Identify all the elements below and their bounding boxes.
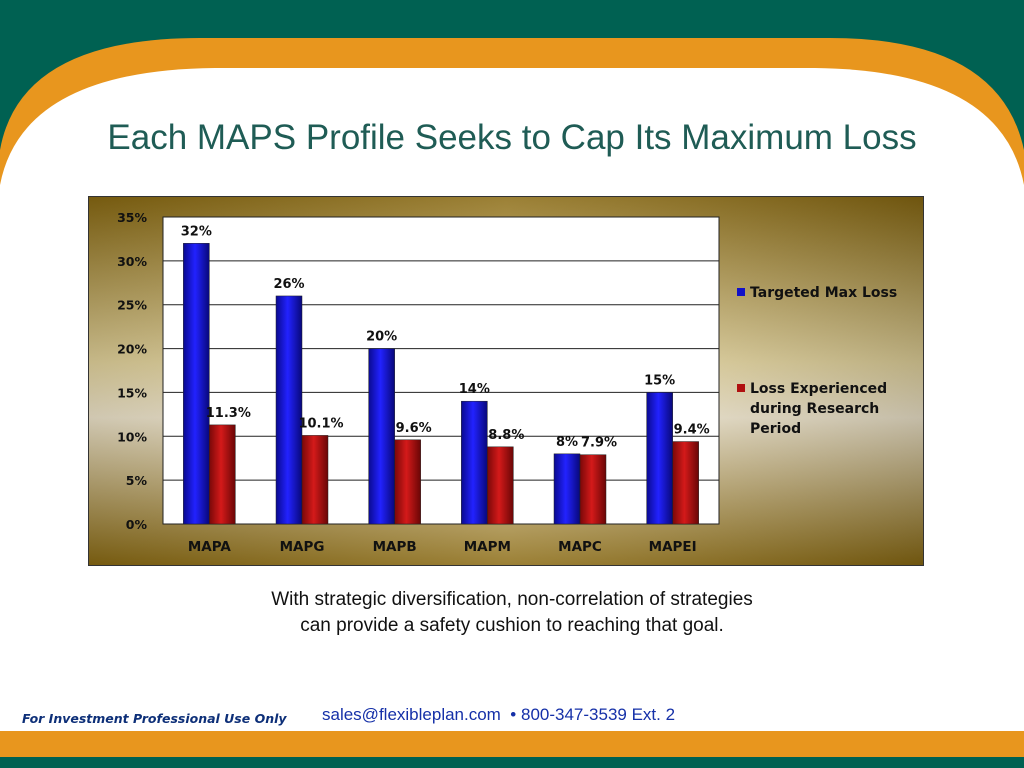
y-tick-label: 30% <box>117 254 147 269</box>
bar-targeted-max-loss <box>646 392 673 525</box>
x-tick-labels: MAPA MAPG MAPB MAPM MAPC MAPEI <box>188 539 697 555</box>
footer-email[interactable]: sales@flexibleplan.com <box>322 705 501 724</box>
legend-label: Period <box>750 421 801 437</box>
data-label: 32% <box>181 224 212 239</box>
bottom-orange-band <box>0 731 1024 757</box>
bar-targeted-max-loss <box>275 295 303 525</box>
y-tick-label: 0% <box>126 517 148 532</box>
x-tick-label: MAPC <box>558 539 602 555</box>
legend-swatch <box>737 288 745 296</box>
data-label: 8.8% <box>488 428 524 443</box>
data-label: 8% <box>556 435 578 450</box>
bar-loss-experienced <box>487 446 514 525</box>
y-tick-label: 15% <box>117 385 147 400</box>
y-tick-label: 35% <box>117 210 147 225</box>
bottom-teal-band <box>0 757 1024 768</box>
caption-line-2: can provide a safety cushion to reaching… <box>300 615 724 636</box>
bar-loss-experienced <box>672 441 699 525</box>
page-title: Each MAPS Profile Seeks to Cap Its Maxim… <box>107 118 917 157</box>
legend: Targeted Max Loss Loss Experienced during … <box>737 285 897 437</box>
bar-loss-experienced <box>394 439 421 525</box>
data-label: 9.4% <box>674 423 710 438</box>
legend-label: Loss Experienced <box>750 381 887 397</box>
footer-contact: sales@flexibleplan.com • 800-347-3539 Ex… <box>322 705 675 725</box>
caption: With strategic diversification, non-corr… <box>0 587 1024 639</box>
data-label: 9.6% <box>396 421 432 436</box>
x-tick-label: MAPEI <box>649 539 697 555</box>
bar-targeted-max-loss <box>553 453 581 525</box>
bar-loss-experienced <box>579 454 607 525</box>
data-label: 15% <box>644 373 675 388</box>
y-tick-label: 20% <box>117 342 147 357</box>
x-tick-label: MAPM <box>464 539 511 555</box>
chart-frame: 32% 11.3% 26% 10.1% 20% 9.6% 14% 8.8% 8% 7.9% 15% 9… <box>88 196 924 566</box>
legend-swatch <box>737 384 745 392</box>
y-tick-labels: 0% 5% 10% 15% 20% 25% 30% 35% <box>117 210 147 532</box>
legend-label: Targeted Max Loss <box>750 285 897 301</box>
data-label: 10.1% <box>298 416 343 431</box>
x-tick-label: MAPA <box>188 539 232 555</box>
footer-phone: 800-347-3539 Ext. 2 <box>520 705 676 724</box>
footer-separator: • <box>510 705 517 724</box>
data-label: 7.9% <box>581 436 617 451</box>
legend-label: during Research <box>750 401 879 417</box>
x-tick-label: MAPB <box>373 539 417 555</box>
data-labels: 32% 11.3% 26% 10.1% 20% 9.6% 14% 8.8% 8% 7.9% 15% 9… <box>181 224 710 450</box>
footer-disclaimer: For Investment Professional Use Only <box>22 711 287 726</box>
x-tick-label: MAPG <box>280 539 325 555</box>
data-label: 11.3% <box>206 406 251 421</box>
y-tick-label: 5% <box>126 473 148 488</box>
bar-targeted-max-loss <box>461 400 488 525</box>
gridlines <box>163 260 719 481</box>
y-tick-label: 25% <box>117 298 147 313</box>
bar-loss-experienced <box>301 435 329 525</box>
y-tick-label: 10% <box>117 429 147 444</box>
bar-targeted-max-loss <box>183 243 210 525</box>
caption-line-1: With strategic diversification, non-corr… <box>271 589 753 610</box>
bar-loss-experienced <box>209 424 236 525</box>
bar-targeted-max-loss <box>368 348 395 525</box>
bars <box>183 243 699 525</box>
data-label: 20% <box>366 330 397 345</box>
plot-area <box>162 216 720 525</box>
data-label: 14% <box>459 382 490 397</box>
bar-chart: 32% 11.3% 26% 10.1% 20% 9.6% 14% 8.8% 8% 7.9% 15% 9… <box>89 197 923 565</box>
data-label: 26% <box>273 277 304 292</box>
